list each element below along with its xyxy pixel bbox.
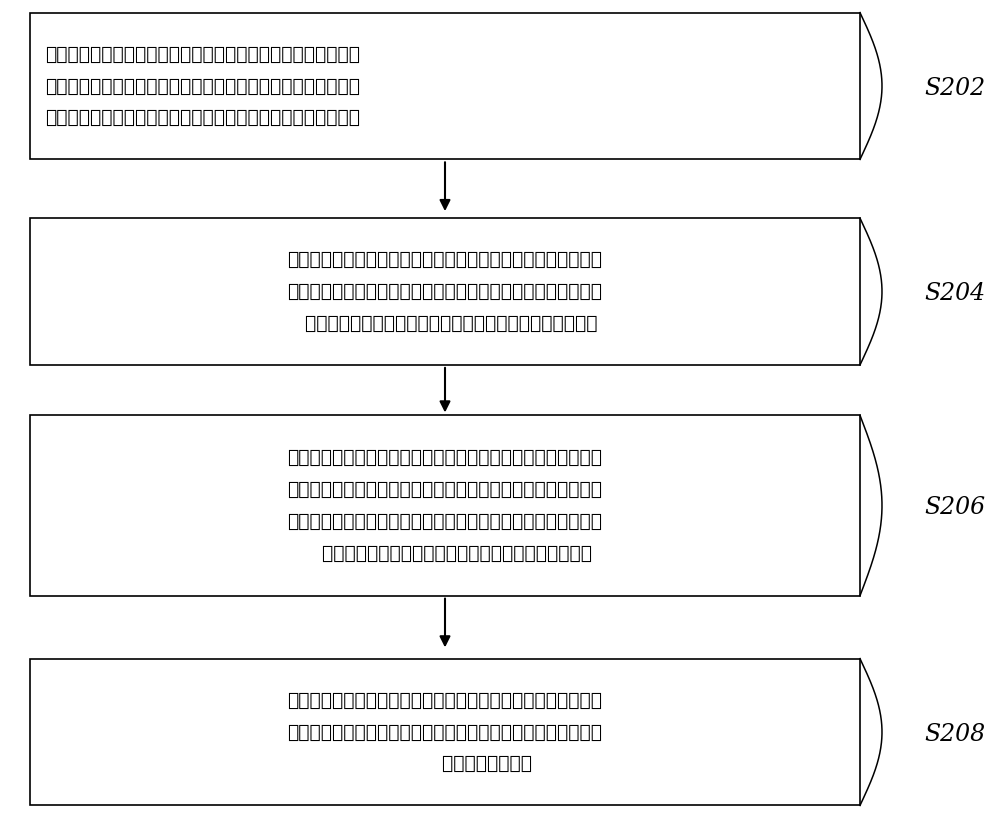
- Text: 间的变化信息，以及获取与变化信息对应的变化时长，其中，目: 间的变化信息，以及获取与变化信息对应的变化时长，其中，目: [287, 480, 602, 499]
- Text: S204: S204: [924, 282, 986, 305]
- Text: 间戳之间的时长。: 间戳之间的时长。: [358, 754, 532, 774]
- Text: S202: S202: [924, 76, 986, 100]
- Text: 标处理设备被设置为在每个处理周期上将第一图像的图像信息进: 标处理设备被设置为在每个处理周期上将第一图像的图像信息进: [287, 512, 602, 531]
- Text: S206: S206: [924, 496, 986, 519]
- Text: 标拍摄设备拍摄到目标显示设备上显示的第一图像的时刻，第一: 标拍摄设备拍摄到目标显示设备上显示的第一图像的时刻，第一: [45, 76, 360, 96]
- Text: 标处理设备将第三图像发送给目标显示设备的时刻，第三图像是: 标处理设备将第三图像发送给目标显示设备的时刻，第三图像是: [287, 282, 602, 301]
- Text: S208: S208: [924, 722, 986, 746]
- Bar: [30, 659, 860, 805]
- Text: 的屏幕刷新延迟，其中，屏幕刷新延迟表示第一时间戳与第二时: 的屏幕刷新延迟，其中，屏幕刷新延迟表示第一时间戳与第二时: [287, 722, 602, 742]
- Text: 获取目标处理设备记录的第三时间戳，其中，第三时间戳表示目: 获取目标处理设备记录的第三时间戳，其中，第三时间戳表示目: [287, 250, 602, 269]
- Bar: [30, 218, 860, 365]
- Text: 行预定差异的变化，变化时长与处理周期具有倍数关系: 行预定差异的变化，变化时长与处理周期具有倍数关系: [298, 544, 592, 563]
- Text: 根据第二时间戳、第三时间戳以及变化时长，确定目标显示设备: 根据第二时间戳、第三时间戳以及变化时长，确定目标显示设备: [287, 690, 602, 710]
- Text: 目标处理设备将第一图像与第二图像进行拼接所得到的图像: 目标处理设备将第一图像与第二图像进行拼接所得到的图像: [293, 314, 597, 333]
- Text: 获取目标处理设备记录的第二时间戳，其中，第二时间戳表示目: 获取目标处理设备记录的第二时间戳，其中，第二时间戳表示目: [45, 44, 360, 64]
- Text: 在第三图像中获取第一图像的图像信息和第二图像的图像信息之: 在第三图像中获取第一图像的图像信息和第二图像的图像信息之: [287, 448, 602, 467]
- Bar: [30, 415, 860, 596]
- Bar: [30, 13, 860, 159]
- Text: 图像是目标处理设备在第一时间戳上发送给目标显示设备的图像: 图像是目标处理设备在第一时间戳上发送给目标显示设备的图像: [45, 108, 360, 128]
